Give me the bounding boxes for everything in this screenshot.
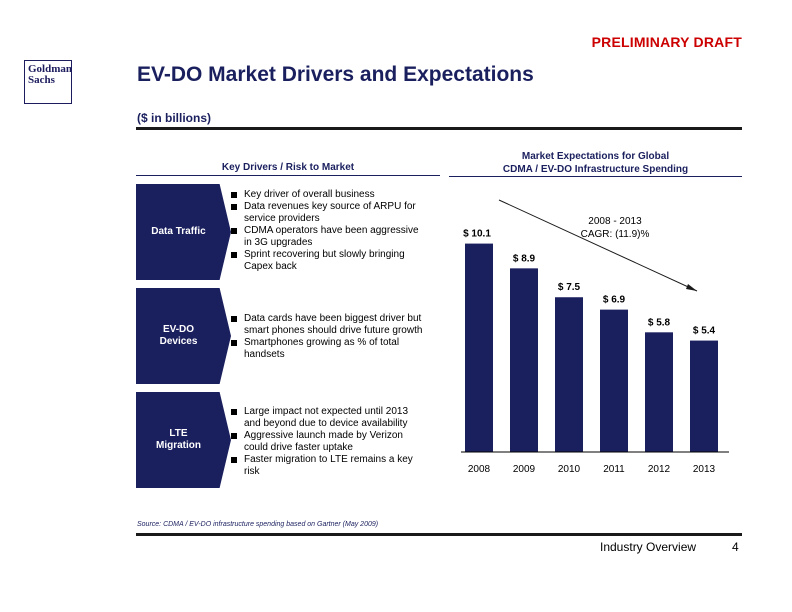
- market-expectations-heading: Market Expectations for Global CDMA / EV…: [449, 150, 742, 176]
- data-label-2008: $ 10.1: [463, 229, 491, 240]
- bullet-item: Aggressive launch made by Verizon could …: [230, 430, 420, 454]
- x-tick-2011: 2011: [603, 464, 625, 475]
- cagr-trend-arrow: [498, 199, 698, 292]
- page-subtitle: ($ in billions): [137, 111, 211, 125]
- data-label-2012: $ 5.8: [648, 317, 671, 328]
- x-tick-2010: 2010: [558, 464, 581, 475]
- preliminary-draft-label: PRELIMINARY DRAFT: [591, 34, 742, 50]
- infrastructure-spending-chart: 2008 - 2013 CAGR: (11.9)% $ 10.1 2008 $ 8.…: [461, 199, 729, 475]
- x-tick-2009: 2009: [513, 464, 536, 475]
- data-label-2011: $ 6.9: [603, 295, 626, 306]
- driver-chevron-data-traffic: Data Traffic: [136, 184, 231, 280]
- driver-bullets-lte-migration: Large impact not expected until 2013 and…: [230, 406, 424, 478]
- driver-bullets-data-traffic: Key driver of overall business Data reve…: [230, 189, 420, 273]
- bullet-item: Data cards have been biggest driver but …: [230, 313, 434, 337]
- bullet-item: Smartphones growing as % of total handse…: [230, 337, 420, 361]
- bar-2008: [465, 243, 493, 452]
- data-label-2013: $ 5.4: [693, 326, 716, 337]
- bottom-divider: [136, 533, 742, 536]
- x-tick-2013: 2013: [693, 464, 716, 475]
- cagr-annotation-line-2: CAGR: (11.9)%: [581, 229, 650, 240]
- bullet-item: Faster migration to LTE remains a key ri…: [230, 454, 420, 478]
- key-drivers-underline: [136, 175, 440, 176]
- page-title: EV-DO Market Drivers and Expectations: [137, 63, 534, 86]
- key-drivers-heading: Key Drivers / Risk to Market: [221, 162, 355, 173]
- footer-section-label: Industry Overview: [600, 540, 697, 554]
- bar-2011: [600, 309, 628, 452]
- driver-bullets-evdo-devices: Data cards have been biggest driver but …: [230, 313, 434, 361]
- bullet-item: Sprint recovering but slowly bringing Ca…: [230, 249, 420, 273]
- source-note: Source: CDMA / EV-DO infrastructure spen…: [137, 521, 379, 528]
- logo-line-2: Sachs: [28, 74, 55, 86]
- bullet-item: Data revenues key source of ARPU for ser…: [230, 201, 420, 225]
- bar-2012: [645, 332, 673, 452]
- data-label-2009: $ 8.9: [513, 253, 536, 264]
- bar-2010: [555, 297, 583, 452]
- top-divider: [136, 127, 742, 130]
- bar-2009: [510, 268, 538, 452]
- market-expectations-underline: [449, 176, 742, 177]
- cagr-annotation-line-1: 2008 - 2013: [588, 216, 642, 227]
- bullet-item: Key driver of overall business: [230, 189, 420, 201]
- bar-2013: [690, 340, 718, 452]
- data-label-2010: $ 7.5: [558, 282, 581, 293]
- driver-chevron-lte-migration: LTE Migration: [136, 392, 231, 488]
- driver-label-evdo-devices: EV-DO Devices: [159, 324, 198, 347]
- page-number: 4: [732, 540, 739, 554]
- bullet-item: CDMA operators have been aggressive in 3…: [230, 225, 420, 249]
- driver-label-lte-migration: LTE Migration: [156, 428, 201, 451]
- market-expectations-heading-line-1: Market Expectations for Global: [521, 151, 670, 162]
- logo-line-1: Goldman: [28, 63, 73, 75]
- goldman-sachs-logo: Goldman Sachs: [24, 60, 72, 104]
- driver-chevron-evdo-devices: EV-DO Devices: [136, 288, 231, 384]
- x-tick-2008: 2008: [468, 464, 491, 475]
- x-tick-2012: 2012: [648, 464, 671, 475]
- market-expectations-heading-line-2: CDMA / EV-DO Infrastructure Spending: [502, 164, 689, 175]
- bullet-item: Large impact not expected until 2013 and…: [230, 406, 424, 430]
